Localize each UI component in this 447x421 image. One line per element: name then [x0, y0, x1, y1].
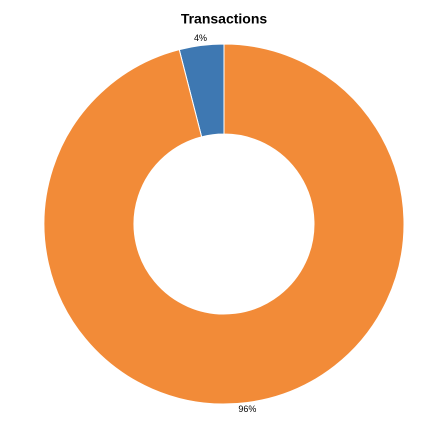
chart-title: Transactions [181, 11, 268, 27]
slice-label: 4% [194, 33, 207, 43]
donut-slice [43, 43, 405, 405]
slice-label: 96% [238, 404, 256, 414]
